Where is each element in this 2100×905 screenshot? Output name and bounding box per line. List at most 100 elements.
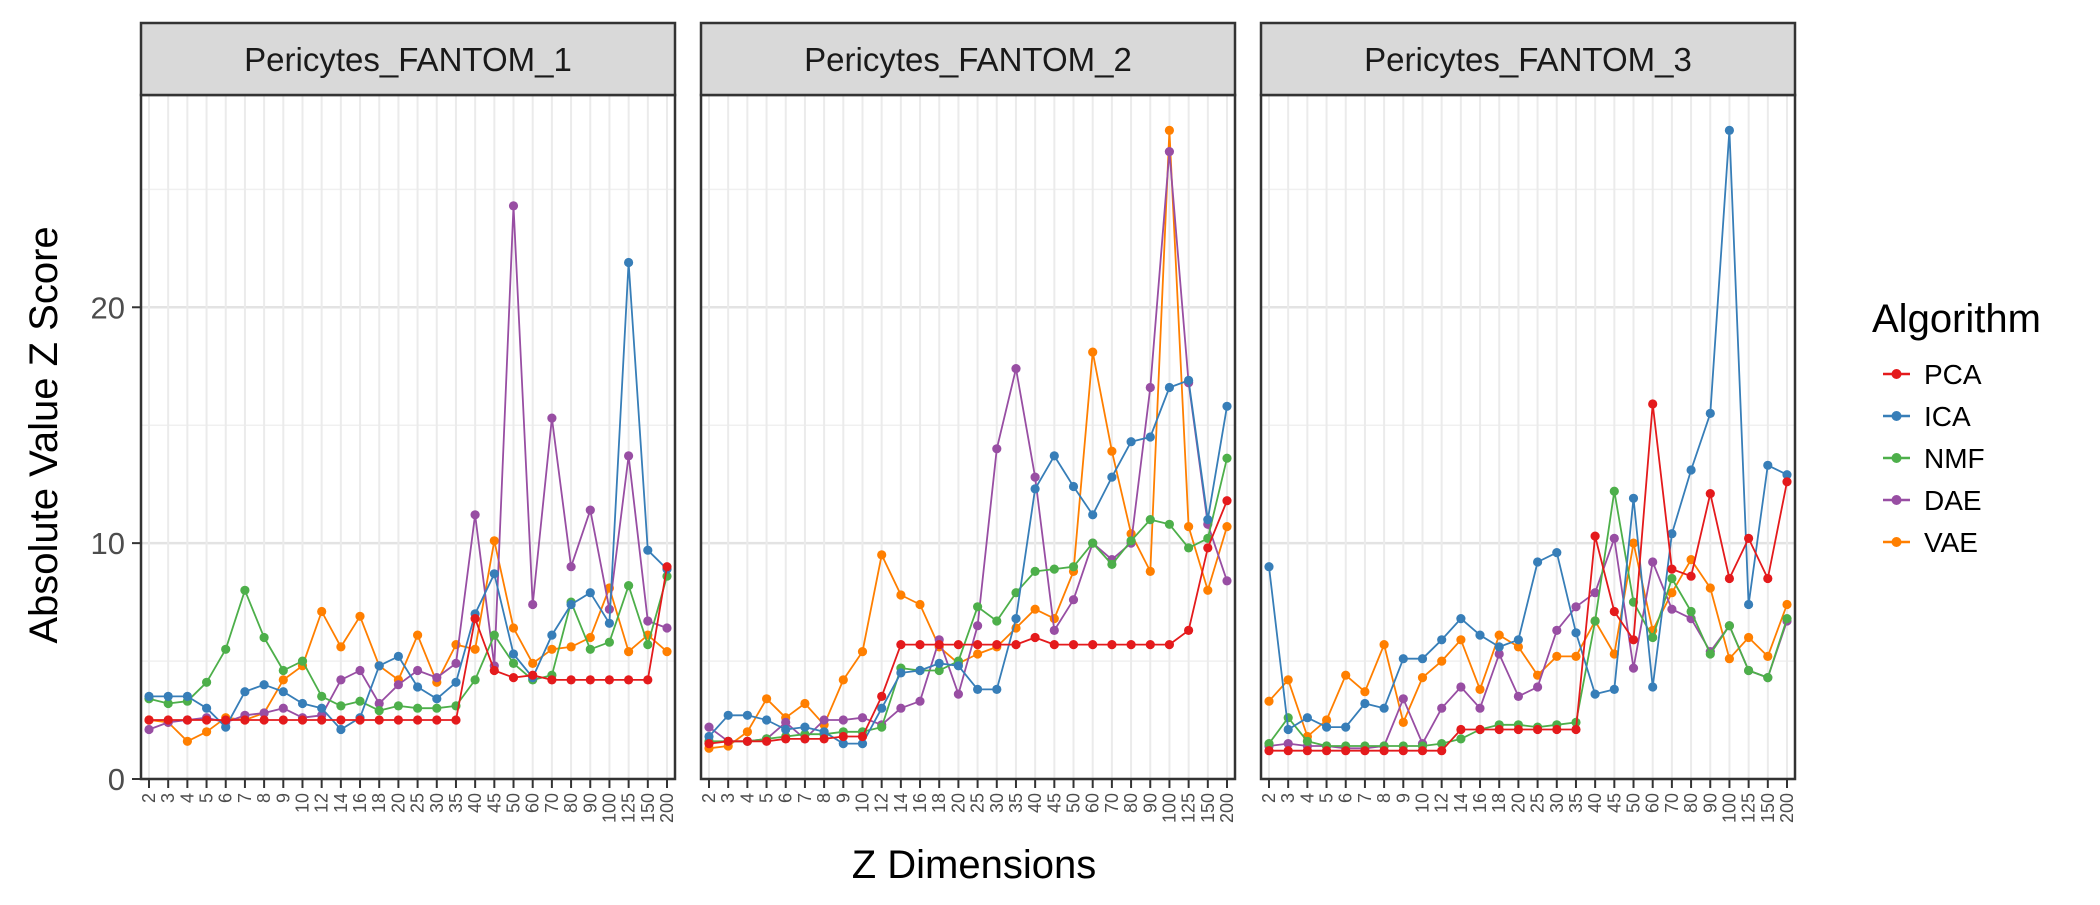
x-tick-label: 150 — [638, 793, 658, 823]
data-point-pca — [508, 673, 519, 683]
data-point-vae — [1164, 125, 1174, 135]
x-tick-label: 70 — [1102, 793, 1122, 813]
data-point-nmf — [240, 585, 250, 595]
data-point-pca — [762, 736, 772, 746]
series-line-nmf — [1268, 490, 1788, 747]
data-point-ica — [432, 694, 442, 704]
data-point-ica — [643, 545, 653, 555]
data-point-ica — [566, 599, 576, 610]
x-tick-label: 100 — [1159, 793, 1179, 823]
data-point-nmf — [163, 698, 173, 709]
data-point-pca — [896, 640, 906, 650]
series-line-nmf — [148, 575, 668, 712]
data-point-nmf — [374, 706, 384, 716]
series-line-nmf — [709, 457, 1228, 743]
data-point-ica — [857, 739, 868, 749]
data-point-nmf — [585, 644, 595, 654]
data-point-ica — [1590, 689, 1600, 699]
legend-key-point — [1891, 495, 1902, 505]
data-point-dae — [470, 510, 480, 520]
x-tick-label: 6 — [216, 793, 236, 803]
data-point-dae — [1068, 595, 1079, 605]
x-tick-label: 3 — [1278, 793, 1298, 803]
x-tick-label: 20 — [1508, 793, 1528, 813]
data-point-ica — [1360, 698, 1370, 709]
data-point-pca — [604, 675, 615, 685]
data-point-pca — [643, 675, 653, 685]
data-point-ica — [1552, 548, 1562, 558]
x-tick-label: 18 — [369, 793, 389, 813]
data-point-ica — [1030, 484, 1040, 494]
x-tick-label: 80 — [1121, 793, 1141, 813]
data-point-vae — [470, 644, 480, 654]
data-point-ica — [393, 651, 403, 662]
data-point-pca — [1552, 724, 1562, 735]
data-point-nmf — [624, 581, 634, 591]
series-ica — [1264, 125, 1792, 735]
x-tick-label: 70 — [542, 793, 562, 813]
data-point-pca — [1533, 724, 1543, 735]
x-tick-label: 8 — [814, 793, 834, 803]
legend-label: NMF — [1924, 443, 1985, 474]
data-point-ica — [1203, 515, 1213, 525]
data-point-vae — [1475, 684, 1485, 695]
panel-1: Pericytes_FANTOM_12 3 4 5 6 7 8 9 10 12 14 16 18 20 25… — [91, 21, 677, 823]
data-point-dae — [973, 621, 983, 631]
x-tick-label: 9 — [273, 793, 293, 803]
data-point-ica — [182, 691, 192, 702]
data-point-pca — [259, 715, 269, 725]
data-point-dae — [413, 665, 423, 676]
data-point-dae — [336, 675, 346, 685]
x-tick-label: 9 — [1393, 793, 1413, 803]
data-point-ica — [1724, 125, 1734, 135]
data-point-pca — [1126, 640, 1136, 650]
data-point-nmf — [1049, 564, 1059, 574]
x-tick-label: 7 — [235, 793, 255, 803]
x-tick-label: 45 — [1604, 793, 1624, 813]
data-point-pca — [1341, 746, 1351, 756]
data-point-vae — [1049, 614, 1059, 624]
x-tick-label: 25 — [408, 793, 428, 813]
data-point-pca — [144, 715, 154, 725]
series-line-dae — [1268, 537, 1788, 750]
data-point-vae — [1203, 585, 1213, 595]
data-point-pca — [704, 739, 714, 749]
data-point-ica — [585, 588, 595, 598]
data-point-pca — [1011, 640, 1021, 650]
data-point-pca — [182, 715, 192, 725]
data-point-ica — [1379, 703, 1389, 713]
data-point-nmf — [1068, 562, 1079, 572]
data-point-ica — [1494, 642, 1504, 652]
data-point-ica — [1609, 684, 1619, 695]
legend-key-point — [1891, 537, 1902, 547]
data-point-dae — [838, 715, 848, 725]
x-tick-label: 60 — [523, 793, 543, 813]
legend-label: DAE — [1924, 485, 1982, 516]
x-tick-label: 90 — [1700, 793, 1720, 813]
data-point-ica — [1164, 382, 1174, 393]
x-tick-label: 40 — [465, 793, 485, 813]
data-point-ica — [1648, 682, 1658, 692]
data-point-pca — [1107, 640, 1117, 650]
data-point-ica — [1475, 630, 1485, 640]
data-point-vae — [528, 658, 538, 669]
data-point-dae — [355, 665, 365, 676]
data-point-dae — [643, 616, 653, 626]
data-point-ica — [1264, 562, 1274, 572]
x-tick-label: 35 — [1006, 793, 1026, 813]
x-tick-label: 4 — [1297, 793, 1317, 803]
data-point-ica — [1049, 451, 1059, 461]
data-point-ica — [781, 724, 791, 735]
series-pca — [144, 562, 672, 725]
legend-label: VAE — [1924, 527, 1978, 558]
data-point-pca — [1609, 606, 1619, 617]
x-tick-label: 12 — [1432, 793, 1452, 813]
data-point-ica — [915, 665, 925, 676]
facet-strip — [139, 21, 677, 97]
data-point-dae — [1049, 625, 1059, 636]
data-point-ica — [877, 703, 887, 713]
x-tick-label: 80 — [1681, 793, 1701, 813]
data-point-pca — [1437, 746, 1447, 756]
data-point-pca — [451, 715, 461, 725]
data-point-ica — [374, 661, 384, 671]
